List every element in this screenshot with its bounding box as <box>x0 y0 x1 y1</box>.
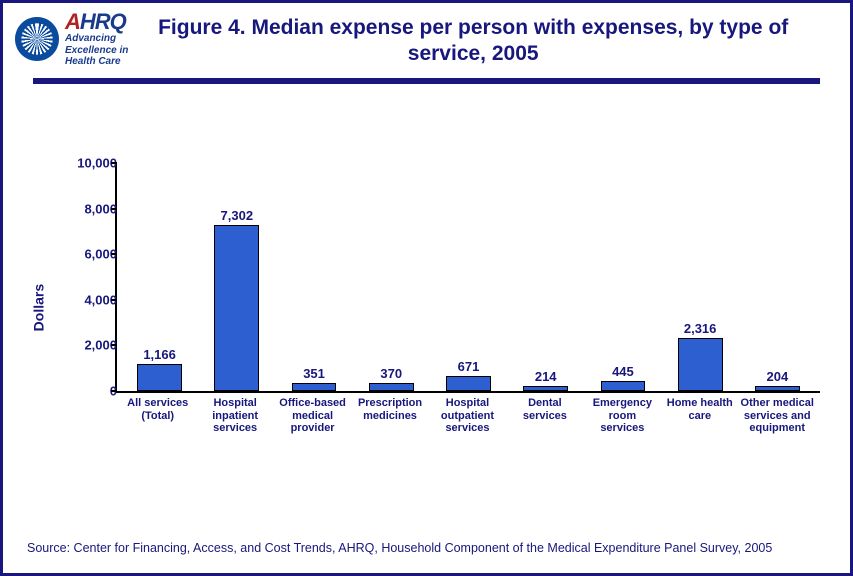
x-category-label: Hospital outpatient services <box>429 393 506 473</box>
hhs-seal-icon <box>15 17 59 61</box>
bar-slot: 445 <box>584 163 661 391</box>
ahrq-tagline-1: Advancing <box>65 34 128 45</box>
bar-value-label: 370 <box>380 366 402 381</box>
bar-value-label: 2,316 <box>684 321 717 336</box>
header-rule <box>33 78 820 84</box>
bar-rect <box>292 383 337 391</box>
y-tick-label: 0 <box>61 384 117 399</box>
bar-value-label: 351 <box>303 366 325 381</box>
bar-slot: 2,316 <box>662 163 739 391</box>
ahrq-tagline-3: Health Care <box>65 57 128 68</box>
bar-slot: 7,302 <box>198 163 275 391</box>
y-tick-label: 6,000 <box>61 247 117 262</box>
source-text: Source: Center for Financing, Access, an… <box>27 541 826 555</box>
bar-value-label: 671 <box>458 359 480 374</box>
bar-rect <box>678 338 723 391</box>
x-category-label: Prescription medicines <box>351 393 428 473</box>
x-category-label: Home health care <box>661 393 738 473</box>
x-category-label: Other medical services and equipment <box>739 393 816 473</box>
logo-block: AAHRQHRQ Advancing Excellence in Health … <box>15 11 128 68</box>
bar-rect <box>755 386 800 391</box>
bars-container: 1,166 7,302 351 370 671 214 445 2,316 204 <box>117 163 820 391</box>
y-tick-label: 8,000 <box>61 201 117 216</box>
x-category-label: Hospital inpatient services <box>196 393 273 473</box>
x-category-label: Emergency room services <box>584 393 661 473</box>
y-tick-mark <box>111 253 117 255</box>
bar-rect <box>601 381 646 391</box>
bar-value-label: 214 <box>535 369 557 384</box>
ahrq-wordmark: AAHRQHRQ <box>65 11 128 33</box>
title-wrap: Figure 4. Median expense per person with… <box>128 11 838 68</box>
y-tick-mark <box>111 162 117 164</box>
y-tick-label: 4,000 <box>61 292 117 307</box>
figure-frame: AAHRQHRQ Advancing Excellence in Health … <box>0 0 853 576</box>
bar-value-label: 445 <box>612 364 634 379</box>
bar-rect <box>446 376 491 391</box>
y-tick-mark <box>111 299 117 301</box>
bar-value-label: 1,166 <box>143 347 176 362</box>
bar-slot: 214 <box>507 163 584 391</box>
y-tick-label: 2,000 <box>61 338 117 353</box>
bar-rect <box>523 386 568 391</box>
x-category-label: Dental services <box>506 393 583 473</box>
bar-slot: 671 <box>430 163 507 391</box>
y-axis-label: Dollars <box>31 284 47 331</box>
y-tick-label: 10,000 <box>61 156 117 171</box>
figure-title: Figure 4. Median expense per person with… <box>128 15 818 68</box>
bar-chart: Dollars 1,1667,3023513706712144452,31620… <box>43 163 820 473</box>
header: AAHRQHRQ Advancing Excellence in Health … <box>3 3 850 72</box>
bar-slot: 204 <box>739 163 816 391</box>
y-tick-mark <box>111 344 117 346</box>
bar-rect <box>214 225 259 391</box>
bar-rect <box>137 364 182 391</box>
bar-value-label: 204 <box>767 369 789 384</box>
ahrq-tagline-2: Excellence in <box>65 46 128 57</box>
x-labels: All services (Total)Hospital inpatient s… <box>115 393 820 473</box>
bar-slot: 1,166 <box>121 163 198 391</box>
bar-slot: 351 <box>275 163 352 391</box>
x-category-label: All services (Total) <box>119 393 196 473</box>
bar-rect <box>369 383 414 391</box>
y-tick-mark <box>111 208 117 210</box>
bar-value-label: 7,302 <box>221 208 254 223</box>
x-category-label: Office-based medical provider <box>274 393 351 473</box>
bar-slot: 370 <box>353 163 430 391</box>
hhs-bird-icon <box>27 29 47 49</box>
ahrq-logo: AAHRQHRQ Advancing Excellence in Health … <box>65 11 128 68</box>
y-tick-mark <box>111 390 117 392</box>
plot-area: 1,1667,3023513706712144452,316204 02,000… <box>115 163 820 393</box>
